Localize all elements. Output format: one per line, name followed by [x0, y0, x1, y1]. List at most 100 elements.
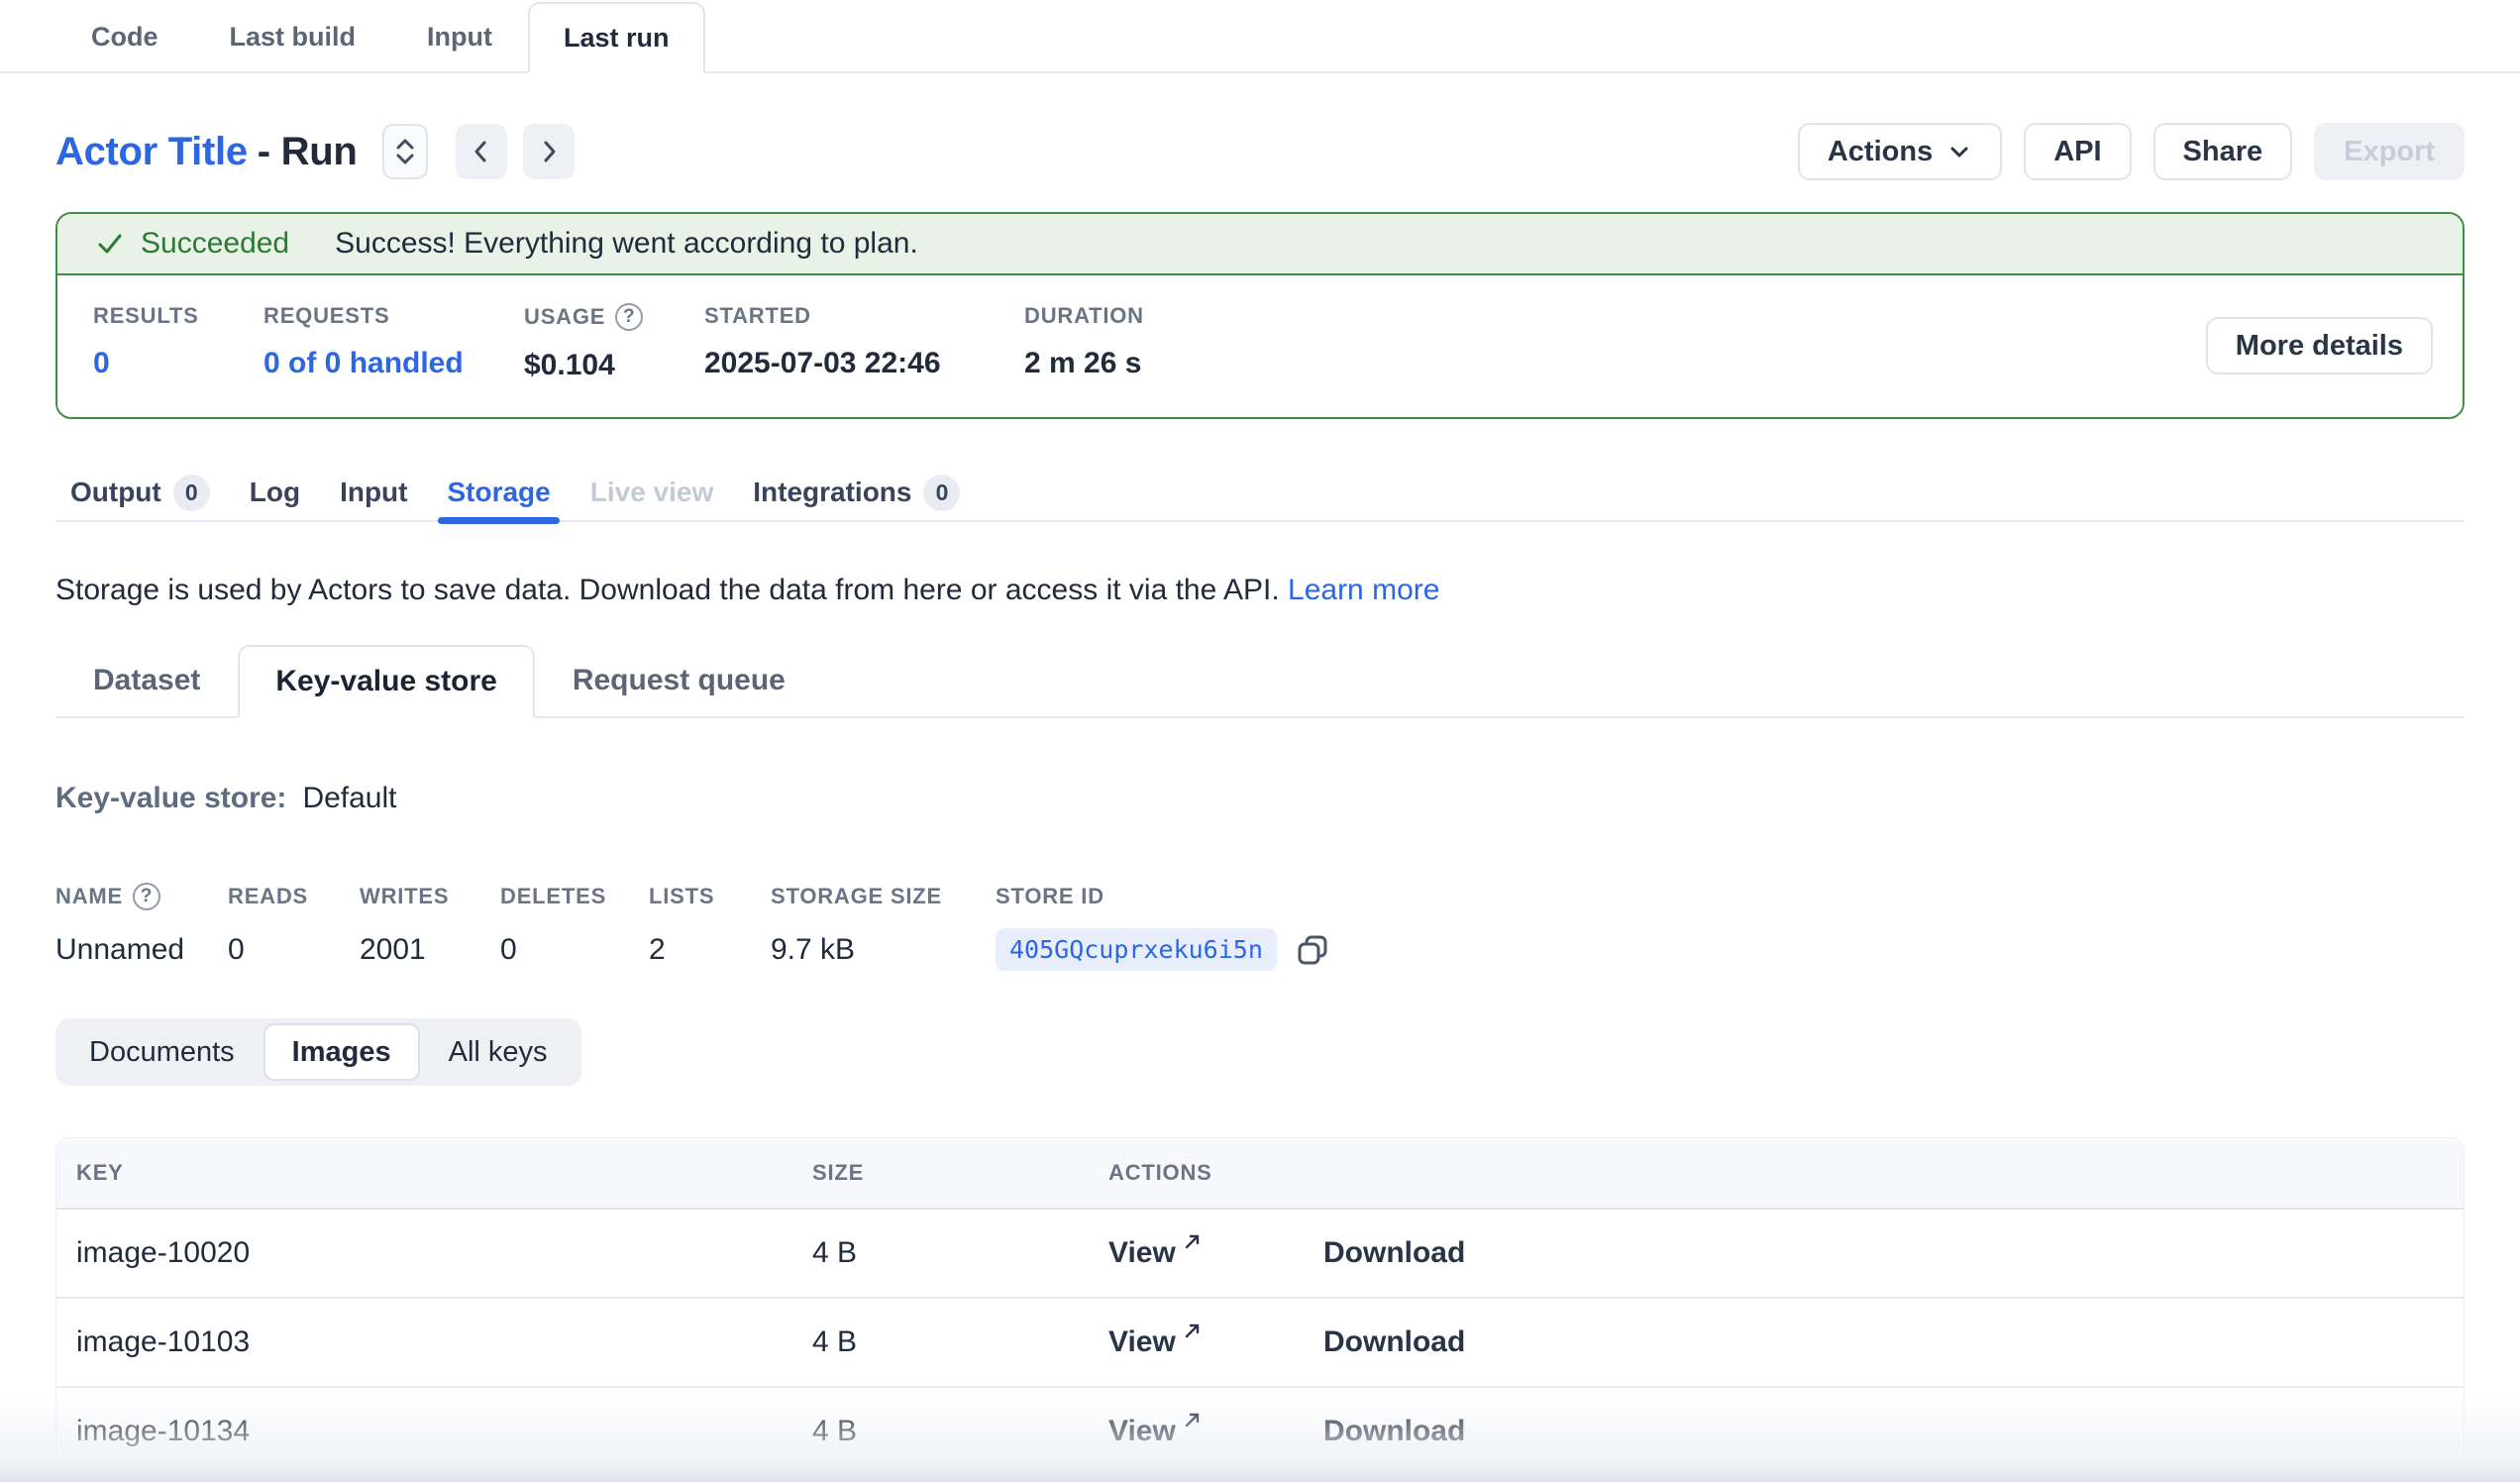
- tab-dataset[interactable]: Dataset: [93, 664, 201, 696]
- kv-header-storage-size: STORAGE SIZE: [771, 884, 942, 908]
- size-cell: 4 B: [812, 1236, 858, 1269]
- size-cell: 4 B: [812, 1325, 858, 1358]
- chevron-down-icon: [1946, 139, 1972, 164]
- segment-all-keys[interactable]: All keys: [448, 1035, 548, 1068]
- kv-value-reads: 0: [228, 932, 245, 966]
- kv-value-writes: 2001: [360, 932, 426, 966]
- store-id-chip: 405GQcuprxeku6i5n: [996, 928, 1277, 971]
- size-cell: 4 B: [812, 1415, 858, 1447]
- view-link[interactable]: View: [1108, 1323, 1204, 1359]
- view-link[interactable]: View: [1108, 1234, 1204, 1270]
- api-button[interactable]: API: [2024, 123, 2132, 180]
- actor-title-link[interactable]: Actor Title: [55, 129, 248, 173]
- chevron-right-icon: [536, 139, 562, 164]
- run-stats: RESULTS 0 REQUESTS 0 of 0 handled USAGE?…: [57, 275, 2463, 417]
- external-link-icon: [1182, 1409, 1204, 1430]
- key-cell: image-10103: [76, 1325, 251, 1358]
- tab-integrations[interactable]: Integrations 0: [738, 465, 975, 520]
- tab-key-value-store[interactable]: Key-value store: [238, 645, 535, 718]
- kv-value-storage-size: 9.7 kB: [771, 932, 856, 966]
- external-link-icon: [1182, 1230, 1204, 1252]
- column-size: SIZE: [812, 1160, 865, 1185]
- storage-tab-bar: Dataset Key-value store Request queue: [55, 643, 2465, 718]
- stat-usage: USAGE? $0.104: [524, 303, 704, 382]
- kv-store-heading: Key-value store: Default: [55, 782, 2465, 815]
- status-message: Success! Everything went according to pl…: [335, 227, 918, 260]
- kv-store-label: Key-value store:: [55, 782, 287, 814]
- tab-last-build[interactable]: Last build: [229, 21, 357, 52]
- table-row: image-10020 4 B View Download: [56, 1210, 2464, 1299]
- kv-header-deletes: DELETES: [500, 884, 607, 908]
- key-filter-segmented-control: Documents Images All keys: [55, 1018, 581, 1086]
- segment-images[interactable]: Images: [262, 1023, 420, 1081]
- copy-icon[interactable]: [1295, 932, 1330, 968]
- table-row: image-10134 4 B View Download: [56, 1388, 2464, 1477]
- integrations-count-badge: 0: [923, 474, 961, 511]
- learn-more-link[interactable]: Learn more: [1288, 574, 1440, 606]
- page-header: Actor Title - Run: [55, 123, 2465, 180]
- chevron-up-down-icon: [390, 135, 420, 168]
- stat-duration: DURATION 2 m 26 s: [1024, 303, 1144, 379]
- run-suffix: - Run: [257, 129, 358, 173]
- key-cell: image-10134: [76, 1415, 251, 1447]
- usage-help-icon[interactable]: ?: [615, 303, 644, 331]
- results-value-link[interactable]: 0: [93, 347, 110, 379]
- share-button[interactable]: Share: [2152, 123, 2293, 180]
- download-link[interactable]: Download: [1323, 1325, 1466, 1358]
- kv-header-writes: WRITES: [360, 884, 450, 908]
- tab-log[interactable]: Log: [249, 476, 301, 507]
- tab-request-queue[interactable]: Request queue: [572, 664, 786, 696]
- actions-button-label: Actions: [1827, 135, 1934, 167]
- requests-value-link[interactable]: 0 of 0 handled: [263, 347, 464, 379]
- top-tab-bar: Code Last build Input Last run: [0, 0, 2520, 73]
- kv-header-lists: LISTS: [649, 884, 715, 908]
- storage-description: Storage is used by Actors to save data. …: [55, 574, 1440, 606]
- status-label: Succeeded: [141, 227, 290, 260]
- external-link-icon: [1182, 1320, 1204, 1341]
- run-selector-button[interactable]: [382, 124, 429, 179]
- kv-store-stats: NAME? READS WRITES DELETES LISTS STORAGE…: [55, 883, 2465, 971]
- tab-input[interactable]: Input: [427, 21, 492, 52]
- keys-table: KEY SIZE ACTIONS image-10020 4 B View Do…: [55, 1137, 2465, 1477]
- kv-value-lists: 2: [649, 932, 666, 966]
- name-help-icon[interactable]: ?: [132, 883, 160, 910]
- stat-requests: REQUESTS 0 of 0 handled: [263, 303, 524, 382]
- stat-results: RESULTS 0: [93, 303, 263, 382]
- key-cell: image-10020: [76, 1236, 251, 1269]
- tab-code[interactable]: Code: [91, 21, 158, 52]
- column-actions: ACTIONS: [1108, 1160, 1212, 1185]
- kv-value-name: Unnamed: [55, 932, 185, 966]
- kv-store-name: Default: [302, 782, 397, 814]
- kv-header-reads: READS: [228, 884, 309, 908]
- kv-header-name: NAME?: [55, 883, 228, 910]
- tab-run-input[interactable]: Input: [340, 476, 408, 507]
- kv-value-deletes: 0: [500, 932, 517, 966]
- run-status-card: Succeeded Success! Everything went accor…: [55, 212, 2465, 419]
- chevron-left-icon: [469, 139, 494, 164]
- check-icon: [95, 229, 125, 259]
- actions-button[interactable]: Actions: [1797, 123, 2003, 180]
- page-title: Actor Title - Run: [55, 129, 358, 174]
- export-button: Export: [2314, 123, 2465, 180]
- output-count-badge: 0: [172, 474, 210, 511]
- stat-started: STARTED 2025-07-03 22:46: [704, 303, 941, 379]
- kv-header-store-id: STORE ID: [996, 884, 1104, 908]
- keys-table-header: KEY SIZE ACTIONS: [56, 1138, 2464, 1210]
- run-tab-bar: Output 0 Log Input Storage Live view Inte…: [55, 465, 2465, 524]
- table-row: image-10103 4 B View Download: [56, 1299, 2464, 1388]
- more-details-button[interactable]: More details: [2205, 317, 2433, 374]
- download-link[interactable]: Download: [1323, 1415, 1466, 1447]
- kv-value-store-id: 405GQcuprxeku6i5n: [996, 928, 2465, 971]
- previous-run-button[interactable]: [456, 124, 508, 179]
- next-run-button[interactable]: [523, 124, 576, 179]
- download-link[interactable]: Download: [1323, 1236, 1466, 1269]
- tab-last-run[interactable]: Last run: [527, 2, 705, 73]
- segment-documents[interactable]: Documents: [89, 1035, 235, 1068]
- tab-output[interactable]: Output 0: [55, 465, 225, 520]
- tab-storage[interactable]: Storage: [432, 465, 565, 524]
- status-banner: Succeeded Success! Everything went accor…: [57, 214, 2463, 275]
- view-link[interactable]: View: [1108, 1413, 1204, 1448]
- column-key: KEY: [76, 1160, 124, 1185]
- tab-live-view: Live view: [589, 476, 714, 507]
